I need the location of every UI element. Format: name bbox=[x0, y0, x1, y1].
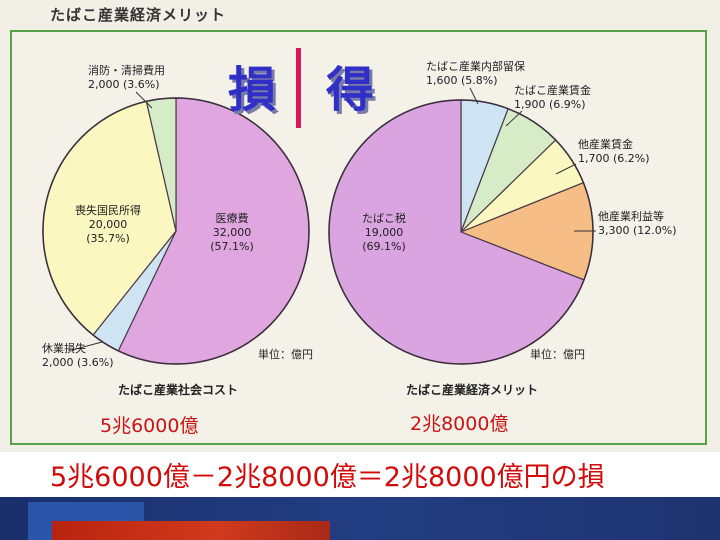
pie2-label-5: (69.1%) bbox=[362, 240, 406, 253]
pie2-leader-2 bbox=[505, 110, 523, 127]
pie2-leader-1 bbox=[469, 87, 479, 105]
pie2-unit-label: 単位：億円 bbox=[530, 347, 585, 361]
pie1-total: 5兆6000億 bbox=[100, 415, 198, 437]
pie1-label-2: 2,000 (3.6%) bbox=[42, 356, 114, 369]
pie2-label-3: 他産業賃金 bbox=[578, 137, 633, 151]
pie1-label-1: 32,000 bbox=[213, 226, 252, 239]
pie2-leader-3 bbox=[555, 163, 577, 175]
pie2-outline bbox=[328, 99, 594, 365]
loss-heading: 損 bbox=[228, 62, 277, 118]
pie2-label-1: 1,600 (5.8%) bbox=[426, 74, 498, 87]
pie1-title: たばこ産業社会コスト bbox=[118, 382, 238, 397]
pie1-label-4: 消防・清掃費用 bbox=[88, 63, 165, 77]
pie1-leader-2 bbox=[71, 341, 103, 351]
pie2-label-4: 他産業利益等 bbox=[598, 209, 664, 223]
pie2-label-2: 1,900 (6.9%) bbox=[514, 98, 586, 111]
heading-divider bbox=[296, 48, 301, 128]
pie2-label-1: たばこ産業内部留保 bbox=[426, 59, 525, 73]
pie2-title: たばこ産業経済メリット bbox=[406, 382, 538, 397]
pie2-label-5: 19,000 bbox=[365, 226, 404, 239]
gain-heading: 得 bbox=[326, 62, 375, 118]
pie2-label-2: たばこ産業賃金 bbox=[514, 83, 591, 97]
pie1-label-2: 休業損失 bbox=[42, 341, 86, 355]
summary-formula: 5兆6000億－2兆8000億＝2兆8000億円の損 bbox=[50, 462, 605, 493]
pie1-unit-label: 単位：億円 bbox=[258, 347, 313, 361]
footer-accent-red bbox=[52, 521, 330, 540]
pie1-outline bbox=[42, 97, 310, 365]
pie2-total: 2兆8000億 bbox=[410, 413, 508, 435]
pie1-label-3: 喪失国民所得 bbox=[75, 203, 141, 217]
pie1-label-1: 医療費 bbox=[216, 211, 249, 225]
pie1-label-3: 20,000 bbox=[89, 218, 128, 231]
pie2-label-4: 3,300 (12.0%) bbox=[598, 224, 677, 237]
pie2-label-5: たばこ税 bbox=[362, 211, 406, 225]
pie1-label-1: (57.1%) bbox=[210, 240, 254, 253]
pie2-label-3: 1,700 (6.2%) bbox=[578, 152, 650, 165]
figure-top-title: たばこ産業経済メリット bbox=[50, 6, 227, 24]
pie1-label-4: 2,000 (3.6%) bbox=[88, 78, 160, 91]
pie1-label-3: (35.7%) bbox=[86, 232, 130, 245]
pie1-leader-4 bbox=[135, 91, 153, 109]
